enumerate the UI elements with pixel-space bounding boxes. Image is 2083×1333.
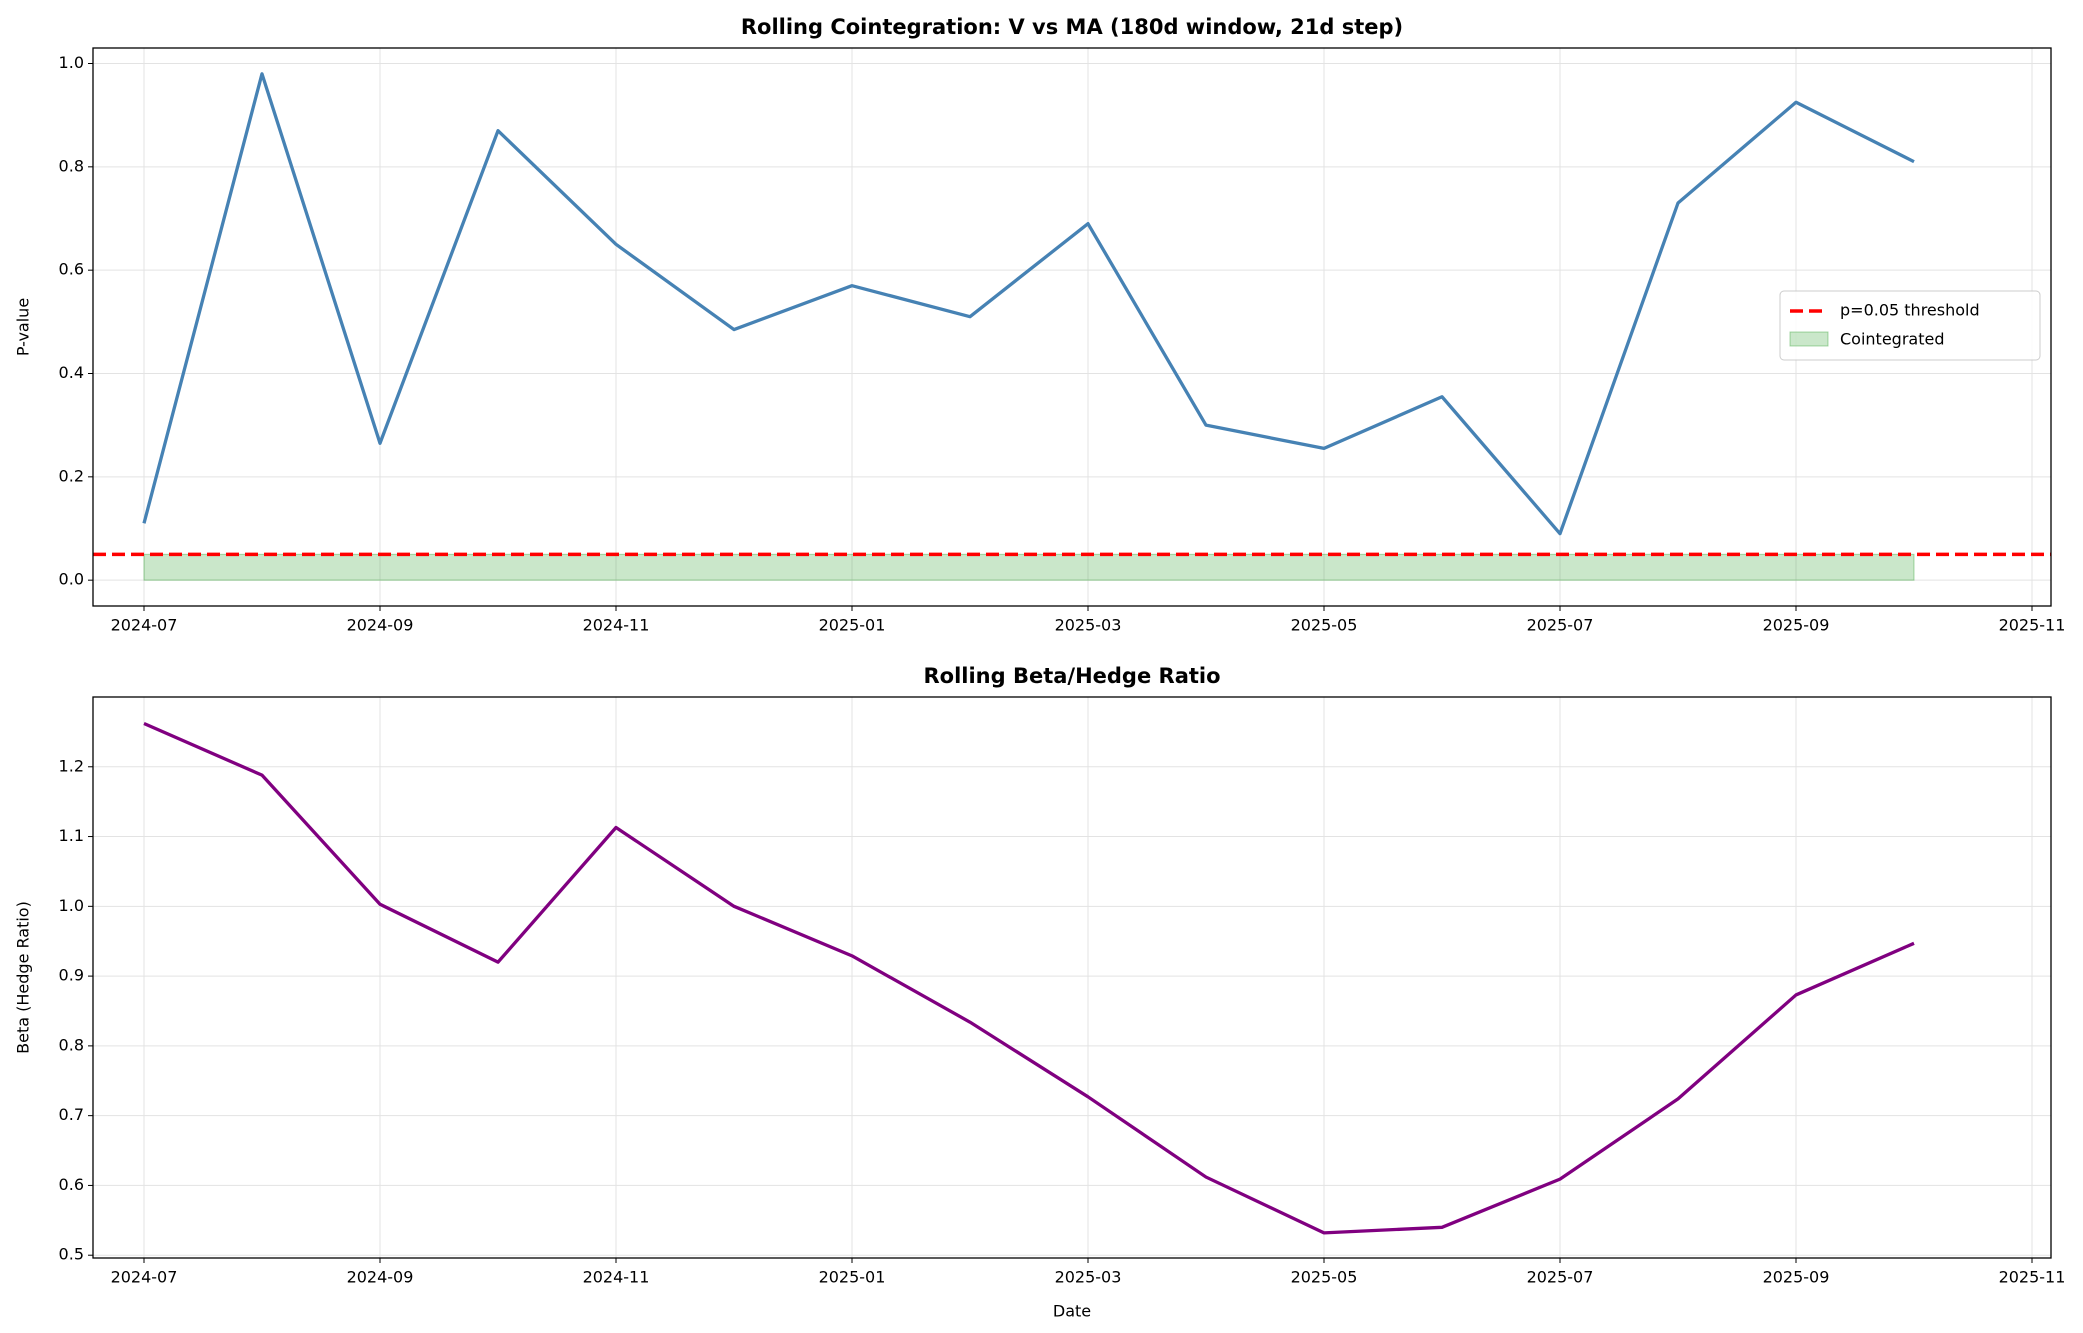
legend-band-key [1789, 331, 1829, 347]
x-tick-label: 2024-11 [583, 616, 650, 635]
x-tick-label: 2024-09 [347, 616, 414, 635]
y-tick-label: 0.6 [59, 260, 84, 279]
x-tick-label: 2024-09 [347, 1268, 414, 1287]
x-tick-label: 2025-05 [1291, 616, 1358, 635]
y-tick-label: 0.8 [59, 1035, 84, 1054]
x-tick-label: 2025-11 [1999, 616, 2066, 635]
axes-frame [92, 47, 2052, 607]
legend-label: p=0.05 threshold [1840, 301, 1980, 320]
x-axis-label: Date [1053, 1302, 1091, 1321]
y-tick-label: 0.2 [59, 466, 84, 485]
x-tick-label: 2025-05 [1291, 1268, 1358, 1287]
y-tick-label: 0.7 [59, 1105, 84, 1124]
x-tick-label: 2025-09 [1763, 616, 1830, 635]
x-tick-label: 2025-03 [1055, 1268, 1122, 1287]
y-tick-label: 0.0 [59, 570, 84, 589]
x-tick-label: 2025-07 [1527, 1268, 1594, 1287]
y-tick-label: 0.8 [59, 156, 84, 175]
x-tick-label: 2025-01 [819, 616, 886, 635]
legend-label: Cointegrated [1840, 330, 1944, 349]
y-tick-label: 0.4 [59, 363, 84, 382]
x-tick-label: 2025-03 [1055, 616, 1122, 635]
x-tick-label: 2024-07 [111, 1268, 178, 1287]
y-tick-label: 0.6 [59, 1175, 84, 1194]
legend-box [1779, 290, 2041, 361]
y-axis-label: Beta (Hedge Ratio) [14, 901, 33, 1054]
x-tick-label: 2025-11 [1999, 1268, 2066, 1287]
x-tick-label: 2024-11 [583, 1268, 650, 1287]
y-axis-label: P-value [14, 298, 33, 356]
x-tick-label: 2025-09 [1763, 1268, 1830, 1287]
x-tick-label: 2025-01 [819, 1268, 886, 1287]
y-tick-label: 0.9 [59, 966, 84, 985]
y-tick-label: 1.0 [59, 896, 84, 915]
cointegrated-band [143, 553, 1915, 581]
y-tick-label: 1.0 [59, 53, 84, 72]
series-line [142, 72, 1915, 536]
series-line [143, 722, 1915, 1235]
chart-title: Rolling Beta/Hedge Ratio [923, 664, 1220, 688]
axes-frame [92, 696, 2052, 1259]
x-tick-label: 2025-07 [1527, 616, 1594, 635]
x-tick-label: 2024-07 [111, 616, 178, 635]
y-tick-label: 1.1 [59, 826, 84, 845]
y-tick-label: 1.2 [59, 756, 84, 775]
chart-title: Rolling Cointegration: V vs MA (180d win… [741, 15, 1403, 39]
y-tick-label: 0.5 [59, 1245, 84, 1264]
